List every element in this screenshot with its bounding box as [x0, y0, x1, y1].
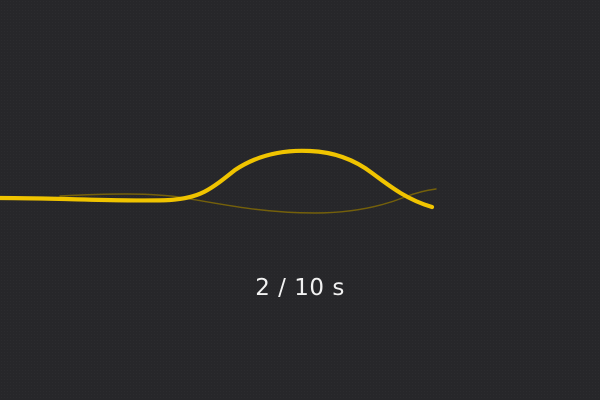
main-wave: [0, 148, 435, 210]
time-separator: /: [278, 275, 287, 301]
total-seconds: 10: [294, 275, 325, 301]
elapsed-seconds: 2: [255, 275, 271, 301]
time-unit: s: [332, 275, 345, 301]
time-readout: 2 / 10 s: [0, 273, 600, 303]
